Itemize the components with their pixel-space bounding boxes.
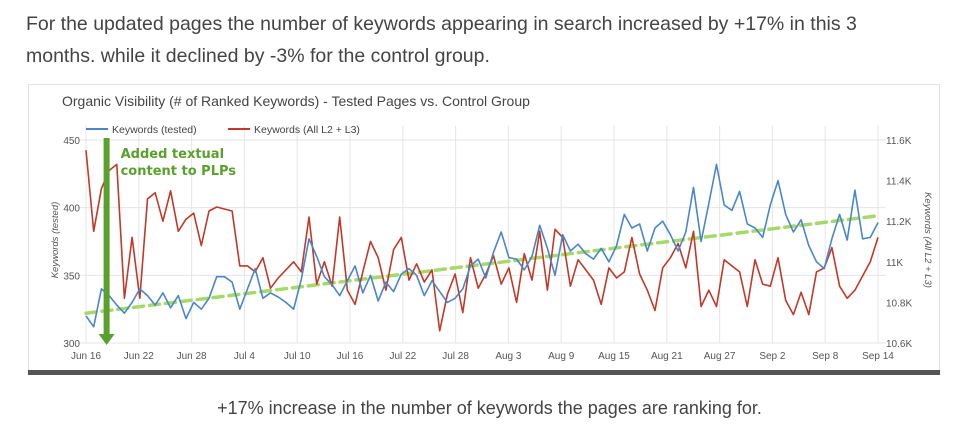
y-left-tick-label: 350 xyxy=(63,271,80,282)
x-tick-label: Jun 16 xyxy=(71,351,101,362)
y-left-tick-label: 300 xyxy=(63,339,80,350)
y-right-tick-label: 11.2K xyxy=(886,217,912,228)
x-tick-label: Aug 21 xyxy=(651,351,683,362)
annotation-line-1: Added textual xyxy=(121,147,224,162)
y-right-tick-label: 11.4K xyxy=(886,177,912,188)
y-left-tick-label: 450 xyxy=(63,136,80,147)
y-right-tick-label: 11K xyxy=(886,258,903,269)
y-right-tick-label: 11.6K xyxy=(886,136,912,147)
x-tick-label: Jul 28 xyxy=(442,351,469,362)
x-tick-label: Jul 16 xyxy=(337,351,364,362)
annotation-arrow-shaft xyxy=(103,138,110,335)
y-right-tick-label: 10.8K xyxy=(886,298,912,309)
x-tick-label: Sep 8 xyxy=(812,351,839,362)
x-tick-label: Jun 28 xyxy=(177,351,207,362)
intro-text: For the updated pages the number of keyw… xyxy=(26,8,956,72)
x-tick-label: Aug 9 xyxy=(548,351,575,362)
x-tick-label: Jul 22 xyxy=(389,351,416,362)
annotation-line-2: content to PLPs xyxy=(121,164,237,179)
chart-caption: +17% increase in the number of keywords … xyxy=(217,398,762,418)
annotation-arrow-head xyxy=(98,334,115,345)
series-line-tested xyxy=(85,163,879,328)
y-axis-right-title: Keywords (All L2 + L3) xyxy=(922,192,933,288)
x-tick-label: Jun 22 xyxy=(124,351,154,362)
x-tick-label: Jul 4 xyxy=(234,351,256,362)
intro-line-2: months. while it declined by -3% for the… xyxy=(26,45,490,67)
y-axis-left-title: Keywords (tested) xyxy=(50,202,61,279)
legend-label-tested: Keywords (tested) xyxy=(112,124,197,136)
x-tick-label: Jul 10 xyxy=(284,351,311,362)
trendline xyxy=(84,214,880,315)
x-tick-label: Aug 27 xyxy=(704,351,736,362)
series-line-control xyxy=(85,150,879,332)
tick-labels: Jun 16 Jun 22 Jun 28 Jul 4 Jul 10 Jul 16 Jul 2… xyxy=(63,136,912,362)
series-lines xyxy=(85,150,879,332)
y-right-tick-label: 10.6K xyxy=(886,339,912,350)
chart-bottom-bar xyxy=(28,370,940,375)
y-left-tick-label: 400 xyxy=(63,204,80,215)
x-tick-label: Sep 14 xyxy=(862,351,894,362)
chart-grid xyxy=(78,126,886,344)
trendline-layer xyxy=(84,214,880,315)
chart-legend: Keywords (tested) Keywords (All L2 + L3) xyxy=(86,124,360,136)
intro-line-1: For the updated pages the number of keyw… xyxy=(26,13,857,35)
chart-title: Organic Visibility (# of Ranked Keywords… xyxy=(62,93,530,109)
x-tick-label: Aug 15 xyxy=(598,351,630,362)
legend-label-control: Keywords (All L2 + L3) xyxy=(254,124,360,136)
x-tick-label: Sep 2 xyxy=(759,351,786,362)
x-tick-label: Aug 3 xyxy=(495,351,522,362)
annotation-layer: Added textual content to PLPs xyxy=(98,138,237,345)
